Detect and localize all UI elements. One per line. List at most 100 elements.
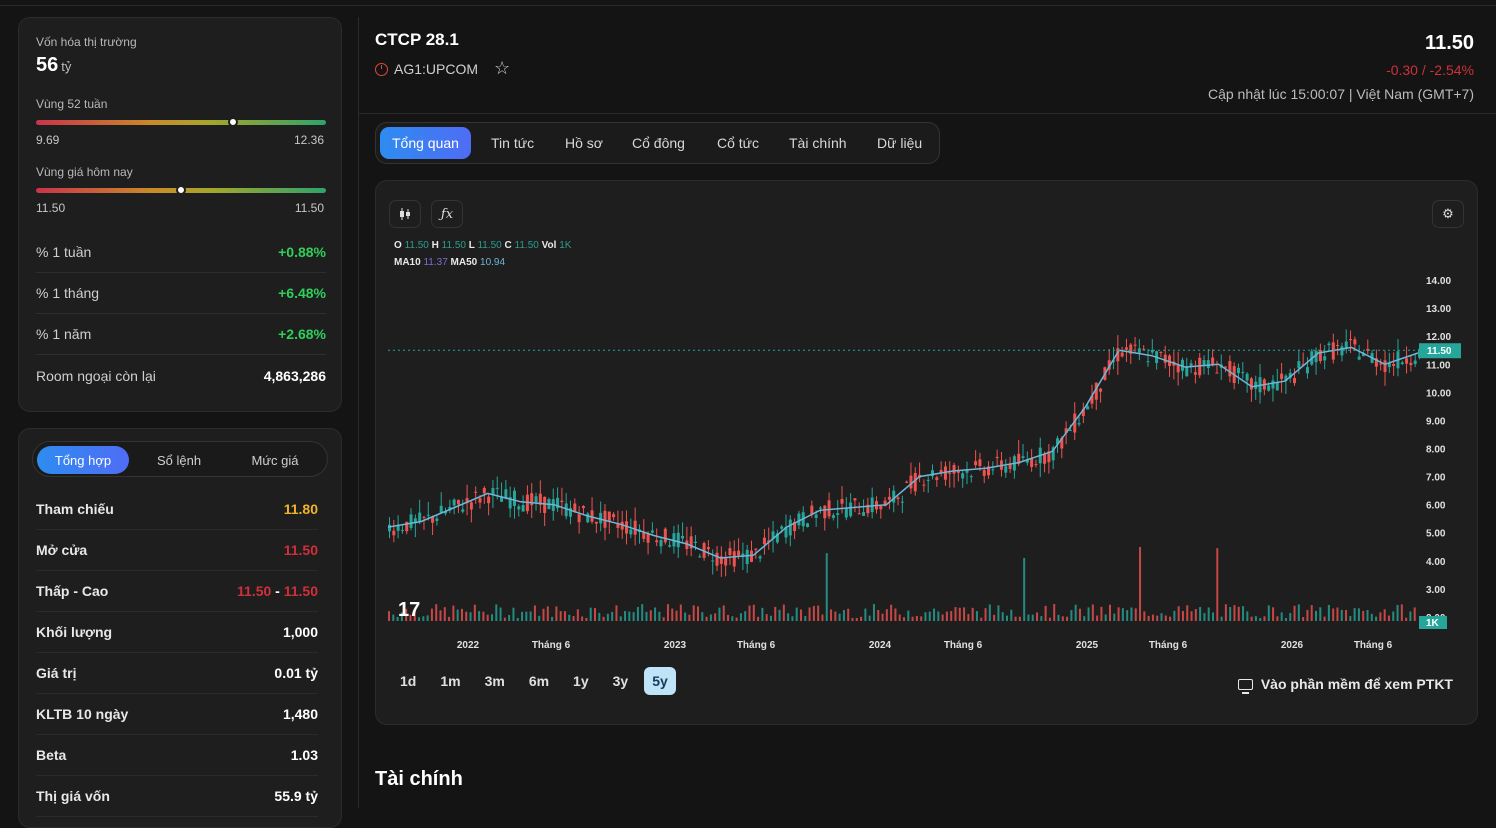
- volume-bar: [787, 613, 790, 621]
- volume-bar: [598, 612, 601, 621]
- volume-bar: [1323, 616, 1326, 621]
- candle-body: [831, 515, 835, 518]
- range-selector: 1d 1m 3m 6m 1y 3y 5y: [392, 667, 676, 695]
- volume-bar: [1315, 610, 1317, 621]
- candle-body: [857, 513, 861, 515]
- candle-body: [452, 499, 456, 506]
- y-tick-label: 4.00: [1426, 557, 1446, 568]
- open-ptkt-link[interactable]: Vào phần mềm để xem PTKT: [1237, 676, 1453, 694]
- candle-body: [1318, 350, 1322, 362]
- volume-bar: [1413, 607, 1416, 621]
- candle-body: [840, 498, 844, 504]
- candle-body: [1189, 363, 1193, 367]
- tab-shareholders[interactable]: Cổ đông: [632, 135, 685, 151]
- range-3m[interactable]: 3m: [484, 673, 505, 689]
- star-icon[interactable]: ☆: [494, 58, 511, 78]
- candle-body: [1413, 360, 1417, 364]
- volume-bar: [482, 611, 485, 621]
- volume-bar: [1126, 610, 1129, 621]
- candle-body: [564, 503, 568, 517]
- candle-body: [1336, 344, 1340, 346]
- volume-bar: [958, 607, 961, 621]
- candle-body: [659, 540, 663, 547]
- volume-bar: [1048, 617, 1051, 621]
- candle-body: [1271, 380, 1275, 389]
- volume-bar: [1246, 611, 1249, 621]
- candle-body: [1349, 339, 1353, 341]
- candle-body: [426, 514, 430, 516]
- candle-body: [693, 541, 697, 543]
- volume-bar: [1216, 548, 1219, 621]
- volume-bar: [611, 611, 614, 621]
- volume-bar: [1160, 613, 1163, 621]
- candlestick-icon[interactable]: [389, 200, 421, 228]
- range-1y[interactable]: 1y: [573, 673, 589, 689]
- x-tick-label: 2024: [869, 640, 892, 651]
- volume-bar: [675, 610, 678, 621]
- candle-body: [612, 514, 616, 518]
- volume-bar: [984, 608, 987, 621]
- seg-so-lenh[interactable]: Sổ lệnh: [156, 452, 202, 468]
- range-5y[interactable]: 5y: [644, 667, 676, 695]
- candle-body: [1055, 438, 1059, 445]
- seg-muc-gia[interactable]: Mức giá: [251, 452, 299, 468]
- candle-body: [1163, 354, 1167, 363]
- y-tick-label: 8.00: [1426, 445, 1446, 456]
- candle-body: [1185, 366, 1189, 377]
- candle-body: [569, 508, 573, 517]
- volume-bar: [1169, 616, 1172, 621]
- volume-bar: [855, 617, 858, 621]
- tab-data[interactable]: Dữ liệu: [877, 135, 923, 151]
- candle-body: [465, 498, 469, 503]
- volume-bar: [851, 617, 854, 621]
- volume-bar: [945, 611, 948, 621]
- summary-segmented-control: Tổng hợp Sổ lệnh Mức giá: [32, 441, 328, 477]
- candle-body: [1211, 357, 1215, 366]
- volume-bar: [1409, 611, 1412, 621]
- tab-profile[interactable]: Hồ sơ: [565, 135, 603, 151]
- volume-bar: [894, 608, 897, 621]
- candle-body: [405, 521, 409, 532]
- volume-bar: [555, 606, 558, 621]
- volume-bar: [808, 607, 811, 621]
- candle-body: [1275, 382, 1279, 391]
- range-3y[interactable]: 3y: [612, 673, 629, 689]
- range-6m[interactable]: 6m: [528, 673, 550, 689]
- range-1m[interactable]: 1m: [440, 673, 461, 689]
- volume-bar: [988, 604, 991, 621]
- tab-overview[interactable]: Tổng quan: [380, 127, 471, 159]
- candle-body: [913, 472, 917, 492]
- tab-news[interactable]: Tin tức: [491, 135, 535, 151]
- range-1d[interactable]: 1d: [400, 673, 417, 689]
- candle-body: [926, 479, 930, 481]
- volume-bar: [606, 613, 609, 621]
- volume-bar: [718, 607, 721, 621]
- volume-bar: [1302, 617, 1305, 621]
- volume-bar: [658, 611, 661, 621]
- volume-bar: [731, 616, 734, 621]
- indicator-fx-icon[interactable]: ƒx: [431, 200, 463, 228]
- candle-body: [1030, 457, 1034, 467]
- row-market-value: Thị giá vốn 55.9 tỷ: [36, 776, 318, 817]
- volume-bar: [924, 612, 927, 621]
- settings-gear-icon[interactable]: ⚙: [1432, 200, 1464, 228]
- volume-bar: [705, 616, 708, 621]
- ma50-line: [388, 346, 1419, 559]
- candle-body: [784, 526, 788, 538]
- candle-body: [1280, 373, 1284, 379]
- volume-bar: [1229, 606, 1232, 621]
- perf-row-1m: % 1 tháng +6.48%: [36, 273, 326, 314]
- seg-tong-hop[interactable]: Tổng hợp: [37, 446, 129, 474]
- candle-body: [534, 496, 538, 503]
- volume-bar: [838, 613, 841, 621]
- volume-bar: [1405, 617, 1408, 621]
- tab-dividends[interactable]: Cổ tức: [717, 135, 760, 151]
- candle-body: [625, 521, 629, 534]
- volume-bar: [752, 604, 755, 621]
- tab-financials[interactable]: Tài chính: [789, 135, 847, 151]
- volume-bar: [1044, 605, 1047, 621]
- volume-bar: [409, 614, 412, 621]
- candle-body: [849, 502, 853, 517]
- candle-body: [883, 500, 887, 507]
- price-chart[interactable]: 14.00 13.00 12.00 11.00 10.00 9.00 8.00 7.00 6.0…: [388, 266, 1468, 651]
